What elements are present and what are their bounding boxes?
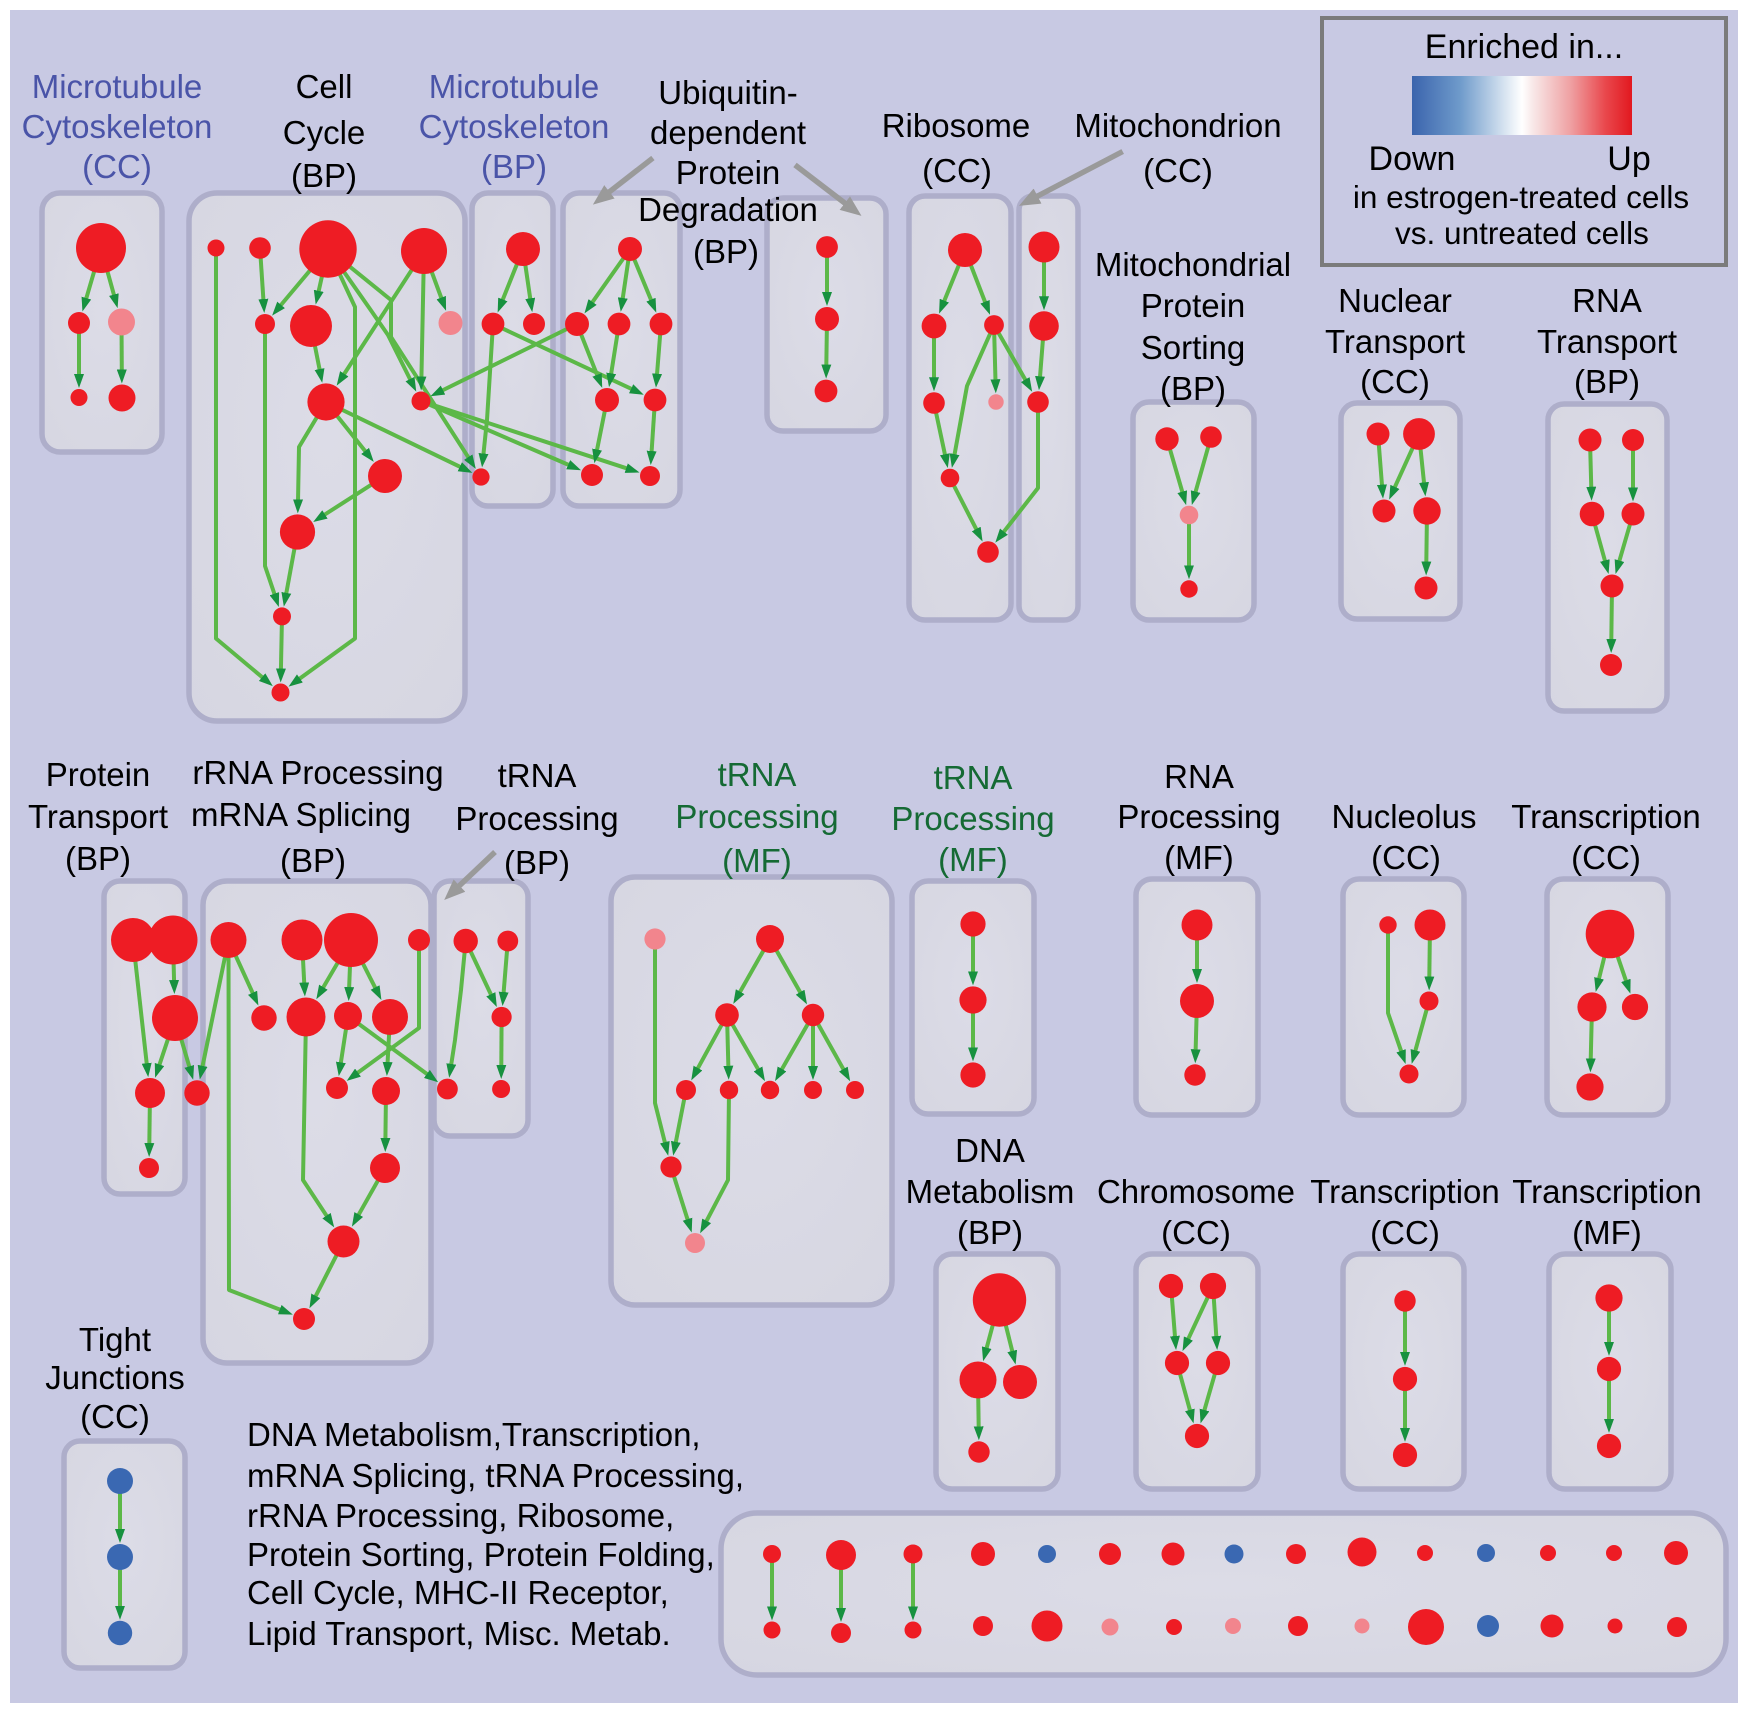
svg-text:(BP): (BP) [1574,363,1640,400]
svg-text:Lipid Transport, Misc. Metab.: Lipid Transport, Misc. Metab. [247,1615,671,1652]
svg-text:(BP): (BP) [280,842,346,879]
svg-text:dependent: dependent [650,114,806,151]
svg-text:(CC): (CC) [82,148,152,185]
svg-text:Transport: Transport [1537,323,1677,360]
svg-text:(CC): (CC) [1143,152,1213,189]
svg-text:rRNA Processing: rRNA Processing [192,754,443,791]
svg-text:Degradation: Degradation [638,191,818,228]
svg-text:DNA: DNA [955,1132,1025,1169]
svg-text:Microtubule: Microtubule [32,68,203,105]
svg-text:mRNA Splicing, tRNA Processing: mRNA Splicing, tRNA Processing, [247,1457,744,1494]
svg-text:Cycle: Cycle [283,114,366,151]
svg-text:(MF): (MF) [1572,1214,1642,1251]
svg-text:Cell: Cell [296,68,353,105]
svg-text:Transport: Transport [1325,323,1465,360]
svg-text:(CC): (CC) [1360,363,1430,400]
svg-text:Nuclear: Nuclear [1338,282,1452,319]
svg-text:Cytoskeleton: Cytoskeleton [22,108,213,145]
svg-text:Processing: Processing [455,800,618,837]
svg-text:(BP): (BP) [504,844,570,881]
svg-text:Protein Sorting, Protein Foldi: Protein Sorting, Protein Folding, [247,1536,715,1573]
svg-text:Sorting: Sorting [1141,329,1246,366]
svg-text:vs. untreated cells: vs. untreated cells [1395,215,1649,251]
svg-text:Cytoskeleton: Cytoskeleton [419,108,610,145]
svg-text:Microtubule: Microtubule [429,68,600,105]
svg-text:mRNA Splicing: mRNA Splicing [191,796,411,833]
svg-text:Protein: Protein [1141,287,1246,324]
svg-text:Transcription: Transcription [1511,798,1701,835]
svg-text:Metabolism: Metabolism [906,1173,1075,1210]
svg-text:rRNA Processing, Ribosome,: rRNA Processing, Ribosome, [247,1497,674,1534]
svg-text:Nucleolus: Nucleolus [1332,798,1477,835]
svg-text:(MF): (MF) [1164,839,1234,876]
svg-text:(CC): (CC) [922,152,992,189]
svg-text:Chromosome: Chromosome [1097,1173,1295,1210]
svg-text:Down: Down [1369,140,1456,178]
svg-text:Mitochondrial: Mitochondrial [1095,246,1291,283]
svg-text:tRNA: tRNA [718,756,797,793]
svg-text:Transport: Transport [28,798,168,835]
svg-text:tRNA: tRNA [934,759,1013,796]
svg-text:DNA Metabolism,Transcription,: DNA Metabolism,Transcription, [247,1416,701,1453]
svg-text:Transcription: Transcription [1512,1173,1702,1210]
svg-text:Mitochondrion: Mitochondrion [1074,107,1281,144]
svg-text:(CC): (CC) [1571,839,1641,876]
svg-text:(MF): (MF) [938,841,1008,878]
svg-text:Cell Cycle, MHC-II Receptor,: Cell Cycle, MHC-II Receptor, [247,1574,669,1611]
svg-text:Processing: Processing [891,800,1054,837]
svg-text:Protein: Protein [676,154,781,191]
svg-text:(BP): (BP) [481,148,547,185]
svg-text:(CC): (CC) [1161,1214,1231,1251]
svg-text:Ubiquitin-: Ubiquitin- [658,74,797,111]
svg-text:Processing: Processing [675,798,838,835]
svg-text:tRNA: tRNA [498,757,577,794]
svg-text:RNA: RNA [1572,282,1642,319]
svg-text:Enriched in...: Enriched in... [1425,28,1623,66]
svg-text:Transcription: Transcription [1310,1173,1500,1210]
svg-text:Tight: Tight [79,1321,151,1358]
svg-text:Junctions: Junctions [45,1359,184,1396]
svg-text:in estrogen-treated cells: in estrogen-treated cells [1353,179,1689,215]
svg-text:Ribosome: Ribosome [882,107,1031,144]
svg-text:(BP): (BP) [957,1214,1023,1251]
svg-text:(BP): (BP) [693,233,759,270]
svg-text:(MF): (MF) [722,842,792,879]
svg-text:(BP): (BP) [1160,370,1226,407]
svg-text:(CC): (CC) [1370,1214,1440,1251]
svg-text:(BP): (BP) [65,840,131,877]
svg-text:Up: Up [1607,140,1650,178]
svg-text:(CC): (CC) [1371,839,1441,876]
svg-text:(CC): (CC) [80,1398,150,1435]
svg-text:Processing: Processing [1117,798,1280,835]
svg-text:(BP): (BP) [291,157,357,194]
svg-text:RNA: RNA [1164,758,1234,795]
svg-text:Protein: Protein [46,756,151,793]
